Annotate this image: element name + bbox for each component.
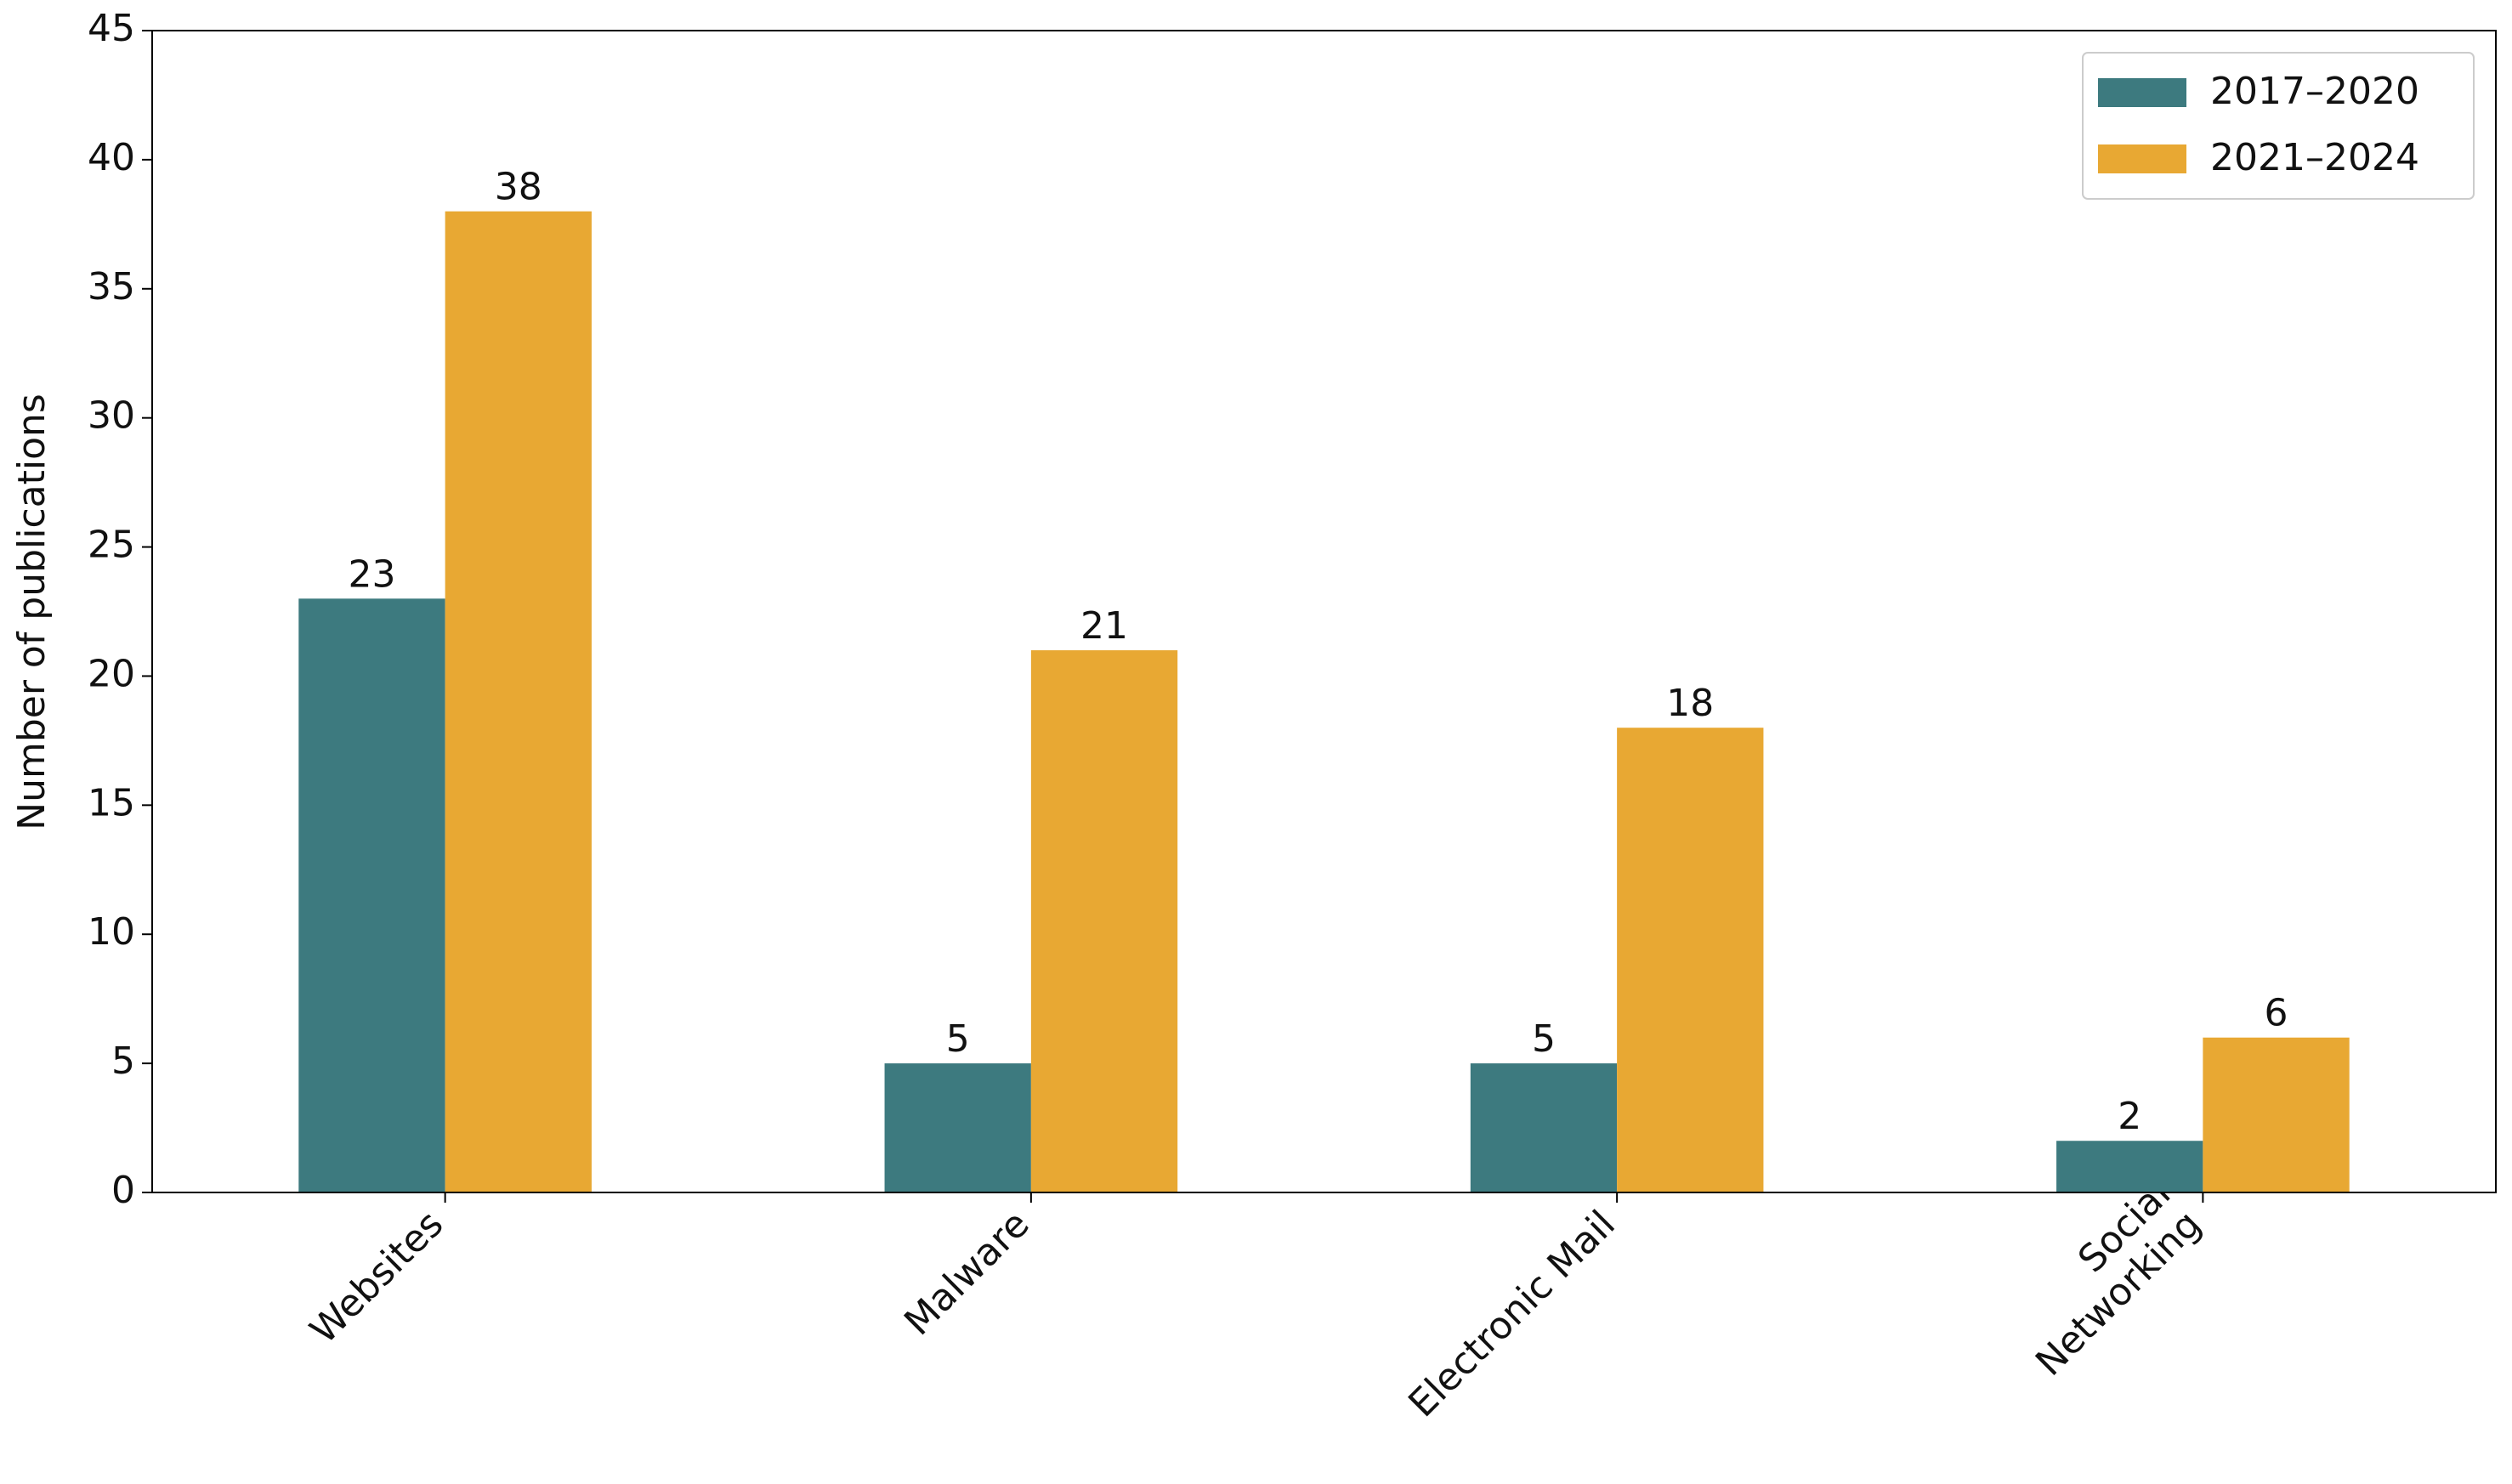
y-axis-label: Number of publications: [10, 394, 54, 830]
x-tick-label: SocialNetworking: [1997, 1172, 2209, 1385]
legend-swatch: [2098, 144, 2186, 173]
bar: [1030, 650, 1178, 1192]
y-tick-label: 35: [88, 265, 135, 309]
bar: [1470, 1063, 1618, 1192]
value-label: 5: [946, 1017, 970, 1061]
value-label: 21: [1080, 604, 1128, 648]
x-tick-label: Websites: [302, 1203, 451, 1352]
value-label: 38: [495, 166, 542, 209]
y-tick-label: 0: [111, 1169, 135, 1212]
legend-label: 2021–2024: [2210, 136, 2419, 179]
legend-label: 2017–2020: [2210, 70, 2419, 113]
y-tick-label: 30: [88, 394, 135, 438]
value-label: 23: [348, 552, 395, 596]
y-tick-label: 10: [88, 910, 135, 954]
y-tick-label: 25: [88, 524, 135, 567]
y-tick-label: 15: [88, 781, 135, 824]
y-tick-label: 20: [88, 652, 135, 695]
value-label: 2: [2118, 1095, 2141, 1138]
y-tick-label: 45: [88, 7, 135, 50]
value-label: 5: [1532, 1017, 1556, 1061]
y-tick-label: 40: [88, 136, 135, 179]
x-tick-label: Malware: [896, 1203, 1037, 1344]
plot-frame: [151, 30, 2497, 1193]
bar: [2056, 1141, 2203, 1192]
x-tick-label: Electronic Mail: [1400, 1203, 1624, 1426]
bar: [445, 211, 592, 1193]
y-tick-label: 5: [111, 1039, 135, 1083]
bar: [298, 598, 445, 1192]
legend-swatch: [2098, 78, 2186, 107]
value-label: 6: [2265, 992, 2288, 1035]
bar: [884, 1063, 1031, 1192]
bar: [2203, 1037, 2350, 1192]
bar: [1617, 728, 1764, 1192]
value-label: 18: [1666, 682, 1714, 725]
